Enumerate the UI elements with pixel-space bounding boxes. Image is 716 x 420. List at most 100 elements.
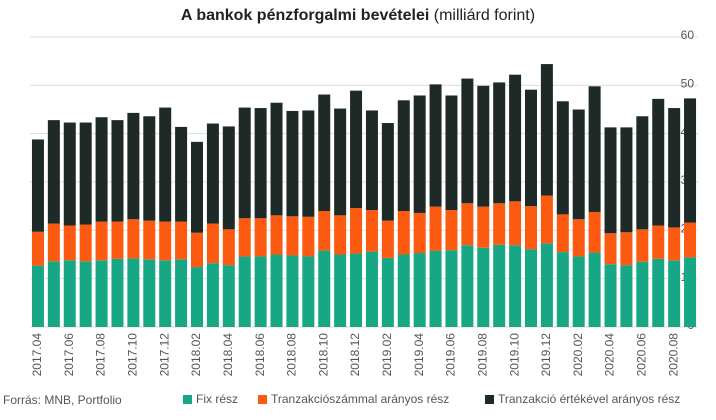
bar-segment bbox=[302, 216, 315, 257]
bar-segment bbox=[588, 86, 601, 212]
bar-segment bbox=[143, 220, 156, 260]
bar-segment bbox=[493, 244, 506, 327]
x-tick-label: 2019.04 bbox=[412, 333, 426, 377]
bar-segment bbox=[63, 122, 76, 226]
source: Forrás: MNB, Portfolio bbox=[3, 393, 122, 407]
bar-segment bbox=[270, 102, 283, 216]
bar-segment bbox=[350, 208, 363, 254]
x-tick-label: 2018.12 bbox=[348, 333, 362, 377]
legend-label: Tranzakciószámmal arányos rész bbox=[271, 392, 449, 406]
bar-segment bbox=[95, 260, 108, 327]
x-tick-label: 2018.02 bbox=[189, 333, 203, 377]
bar-segment bbox=[191, 232, 203, 268]
bar-segment bbox=[95, 117, 108, 222]
bar-segment bbox=[445, 210, 458, 251]
bar-segment bbox=[636, 229, 649, 262]
subtitle: (milliárd forint) bbox=[434, 7, 535, 24]
legend-label: Tranzakció értékével arányos rész bbox=[498, 392, 680, 406]
bar-segment bbox=[509, 201, 522, 246]
bar-segment bbox=[238, 107, 251, 219]
x-tick-label: 2017.12 bbox=[157, 333, 171, 377]
bar-segment bbox=[31, 139, 44, 232]
bar-segment bbox=[652, 98, 665, 226]
bar-segment bbox=[206, 123, 219, 224]
bar-segment bbox=[652, 258, 665, 327]
bar-segment bbox=[175, 259, 188, 327]
bar-segment bbox=[254, 218, 267, 257]
bar-segment bbox=[222, 229, 235, 266]
bar-segment bbox=[604, 264, 617, 327]
bar-segment bbox=[461, 203, 474, 246]
bar-segment bbox=[684, 98, 697, 223]
bar-segment bbox=[159, 260, 172, 327]
bar-segment bbox=[509, 245, 522, 327]
bar-segment bbox=[445, 250, 458, 327]
bar-segment bbox=[79, 122, 92, 225]
bar-segment bbox=[63, 260, 76, 327]
bar-segment bbox=[429, 84, 442, 207]
bar-segment bbox=[79, 224, 92, 262]
bar-segment bbox=[286, 255, 299, 327]
x-tick-label: 2020.02 bbox=[571, 333, 585, 377]
bar-segment bbox=[429, 250, 442, 327]
bar-segment bbox=[381, 123, 394, 221]
bar-segment bbox=[620, 127, 633, 233]
y-tick-label: 60 bbox=[681, 28, 695, 42]
bar-segment bbox=[191, 141, 203, 233]
x-tick-label: 2020.06 bbox=[635, 333, 649, 377]
x-tick-label: 2019.02 bbox=[380, 333, 394, 377]
bar-segment bbox=[286, 110, 299, 217]
bar-segment bbox=[365, 210, 378, 252]
bar-segment bbox=[413, 95, 426, 213]
bar-segment bbox=[636, 261, 649, 327]
bar-segment bbox=[350, 90, 363, 209]
bar-segment bbox=[652, 225, 665, 259]
bar-segment bbox=[31, 265, 44, 327]
bar-segment bbox=[143, 259, 156, 327]
bar-segment bbox=[668, 260, 681, 327]
bar-segment bbox=[222, 126, 235, 230]
bar-segment bbox=[350, 253, 363, 327]
bar-segment bbox=[270, 215, 283, 255]
bar-segment bbox=[159, 221, 172, 261]
bar-segment bbox=[413, 253, 426, 327]
bar-segment bbox=[238, 218, 251, 257]
bar-segment bbox=[47, 120, 60, 224]
bar-segment bbox=[668, 108, 681, 228]
bar-segment bbox=[556, 214, 569, 253]
bar-segment bbox=[525, 249, 537, 327]
bar-segment bbox=[588, 252, 601, 327]
legend-swatch bbox=[183, 395, 192, 404]
legend-swatch bbox=[258, 395, 267, 404]
bar-segment bbox=[111, 221, 124, 259]
bar-segment bbox=[540, 195, 553, 244]
x-tick-label: 2020.08 bbox=[666, 333, 680, 377]
bar-segment bbox=[477, 247, 490, 327]
bar-segment bbox=[397, 254, 410, 327]
bar-segment bbox=[79, 261, 92, 327]
bar-segment bbox=[525, 89, 537, 207]
x-tick-label: 2018.10 bbox=[316, 333, 330, 377]
bar-segment bbox=[254, 108, 267, 219]
x-tick-label: 2018.06 bbox=[253, 333, 267, 377]
bar-segment bbox=[334, 254, 347, 327]
bar-segment bbox=[604, 233, 617, 265]
bar-segment bbox=[318, 94, 331, 211]
x-tick-label: 2017.04 bbox=[30, 333, 44, 377]
bar-segment bbox=[175, 221, 188, 260]
bar-segment bbox=[461, 245, 474, 327]
bar-segment bbox=[684, 257, 697, 327]
y-tick-label: 50 bbox=[681, 77, 695, 91]
bar-segment bbox=[461, 78, 474, 204]
bar-segment bbox=[636, 116, 649, 230]
bar-segment bbox=[365, 110, 378, 211]
bar-segment bbox=[302, 256, 315, 327]
bar-segment bbox=[429, 206, 442, 251]
bar-segment bbox=[31, 231, 44, 266]
bar-segment bbox=[588, 211, 601, 253]
bar-segment bbox=[206, 263, 219, 327]
bar-segment bbox=[572, 109, 585, 220]
bar-segment bbox=[493, 203, 506, 245]
bar-segment bbox=[111, 120, 124, 222]
bar-segment bbox=[540, 243, 553, 327]
